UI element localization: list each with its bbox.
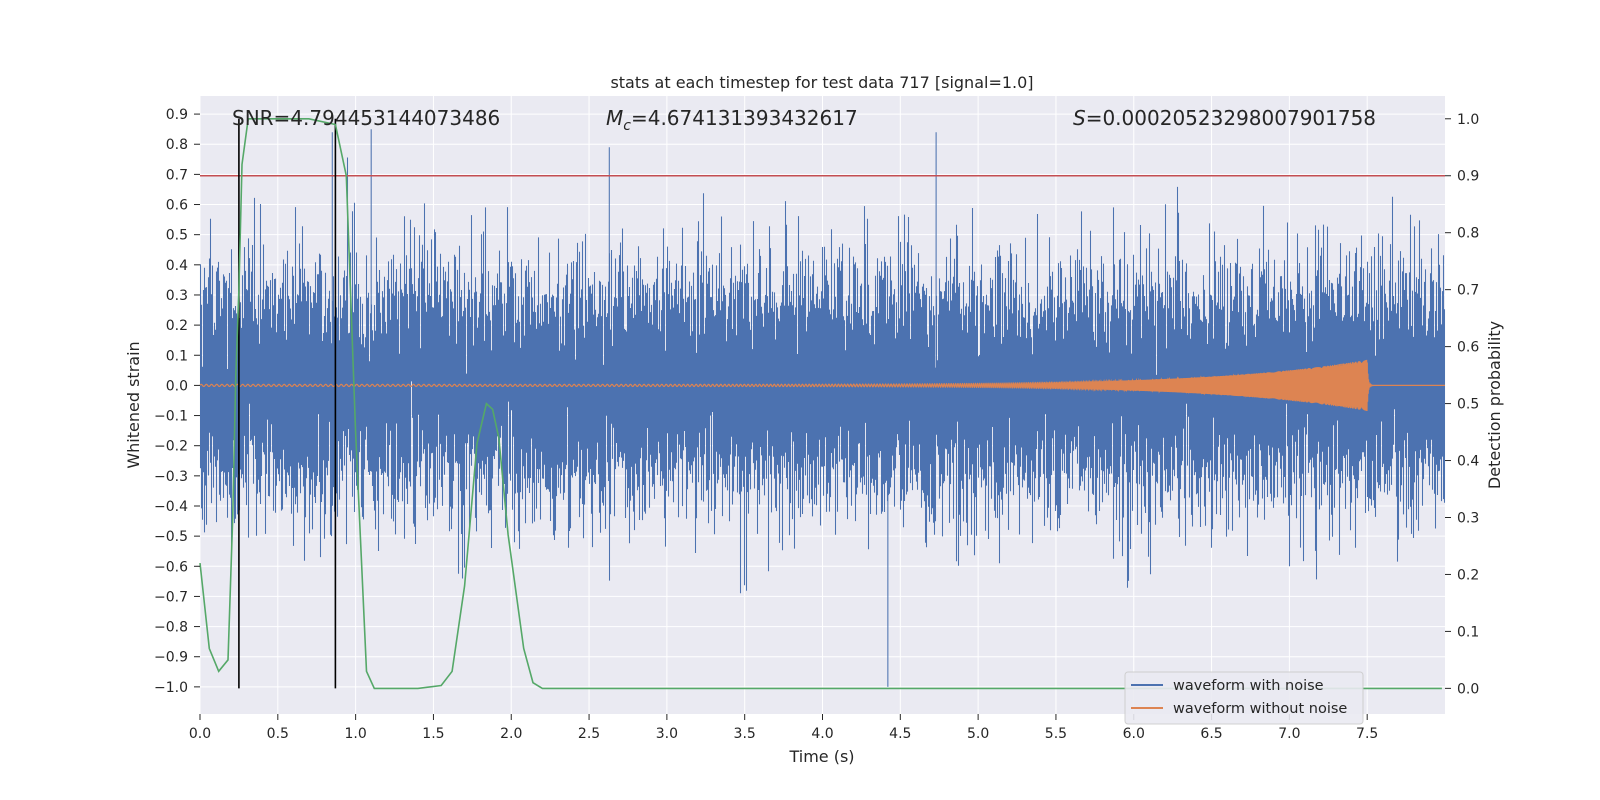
legend-label-noisy: waveform with noise [1173, 678, 1324, 694]
tick-label-x: 1.5 [422, 726, 444, 742]
tick-label-y-left: 0.3 [166, 288, 188, 304]
tick-label-x: 0.0 [189, 726, 211, 742]
y-left-axis-label: Whitened strain [124, 341, 143, 468]
tick-label-y-left: −0.1 [154, 409, 188, 425]
tick-label-y-right: 0.6 [1457, 340, 1479, 356]
tick-label-y-right: 0.7 [1457, 283, 1479, 299]
tick-label-y-left: 0.9 [166, 107, 188, 123]
tick-label-x: 4.5 [889, 726, 911, 742]
tick-label-y-left: −0.2 [154, 439, 188, 455]
tick-label-x: 2.5 [578, 726, 600, 742]
tick-label-y-right: 0.4 [1457, 454, 1479, 470]
tick-label-y-left: 0.2 [166, 318, 188, 334]
tick-label-y-right: 0.2 [1457, 567, 1479, 583]
tick-label-y-left: −0.6 [154, 559, 188, 575]
y-left-axis-ticks: 0.9 0.8 0.7 0.6 0.5 0.4 0.3 0.2 0.1 0.0 −0.1 −0.2 −0… [154, 107, 200, 696]
tick-label-y-left: −0.9 [154, 650, 188, 666]
series-clean-waveform [199, 359, 1445, 411]
tick-label-y-right: 0.1 [1457, 624, 1479, 640]
tick-label-y-left: −1.0 [154, 680, 188, 696]
tick-label-y-left: 0.8 [166, 137, 188, 153]
tick-label-y-left: −0.3 [154, 469, 188, 485]
tick-label-x: 7.5 [1356, 726, 1378, 742]
tick-label-y-left: 0.6 [166, 198, 188, 214]
tick-label-y-right: 0.3 [1457, 510, 1479, 526]
marker-lines [238, 118, 337, 689]
annotation-snr: SNR=4.794453144073486 [232, 106, 500, 130]
tick-label-y-left: 0.7 [166, 167, 188, 183]
tick-label-x: 0.5 [267, 726, 289, 742]
tick-label-x: 6.0 [1123, 726, 1145, 742]
tick-label-x: 5.0 [967, 726, 989, 742]
tick-label-x: 7.0 [1278, 726, 1300, 742]
tick-label-x: 1.0 [344, 726, 366, 742]
tick-label-y-right: 0.9 [1457, 169, 1479, 185]
tick-label-y-right: 1.0 [1457, 112, 1479, 128]
tick-label-y-right: 0.5 [1457, 397, 1479, 413]
annotation-chirp-mass: Mc=4.674131393432617 [606, 106, 858, 134]
tick-label-x: 3.5 [734, 726, 756, 742]
tick-label-x: 5.5 [1045, 726, 1067, 742]
chart-title: stats at each timestep for test data 717… [610, 73, 1033, 92]
tick-label-x: 4.0 [811, 726, 833, 742]
tick-label-y-right: 0.0 [1457, 681, 1479, 697]
legend-label-clean: waveform without noise [1173, 701, 1347, 717]
x-axis-label: Time (s) [788, 747, 854, 766]
legend-box [1124, 671, 1364, 725]
tick-label-y-right: 0.8 [1457, 226, 1479, 242]
tick-label-y-left: −0.7 [154, 589, 188, 605]
series-detection-probability [199, 118, 1442, 690]
y-right-axis-ticks: 1.0 0.9 0.8 0.7 0.6 0.5 0.4 0.3 0.2 0.1 0.0 [1445, 112, 1479, 697]
tick-label-y-left: 0.5 [166, 228, 188, 244]
legend: waveform with noise waveform without noi… [1124, 671, 1364, 725]
x-axis-ticks: 0.0 0.5 1.0 1.5 2.0 2.5 3.0 3.5 4.0 4.5 5.0 5.5 6.0 6… [189, 714, 1378, 742]
annotation-significance: S=0.00020523298007901758 [1073, 106, 1376, 130]
tick-label-y-left: −0.5 [154, 529, 188, 545]
tick-label-y-left: 0.0 [166, 378, 188, 394]
tick-label-y-left: −0.4 [154, 499, 188, 515]
tick-label-x: 3.0 [656, 726, 678, 742]
y-right-axis-label: Detection probability [1485, 321, 1504, 489]
tick-label-y-left: 0.1 [166, 348, 188, 364]
tick-label-y-left: −0.8 [154, 620, 188, 636]
tick-label-x: 2.0 [500, 726, 522, 742]
tick-label-y-left: 0.4 [166, 258, 188, 274]
tick-label-x: 6.5 [1200, 726, 1222, 742]
